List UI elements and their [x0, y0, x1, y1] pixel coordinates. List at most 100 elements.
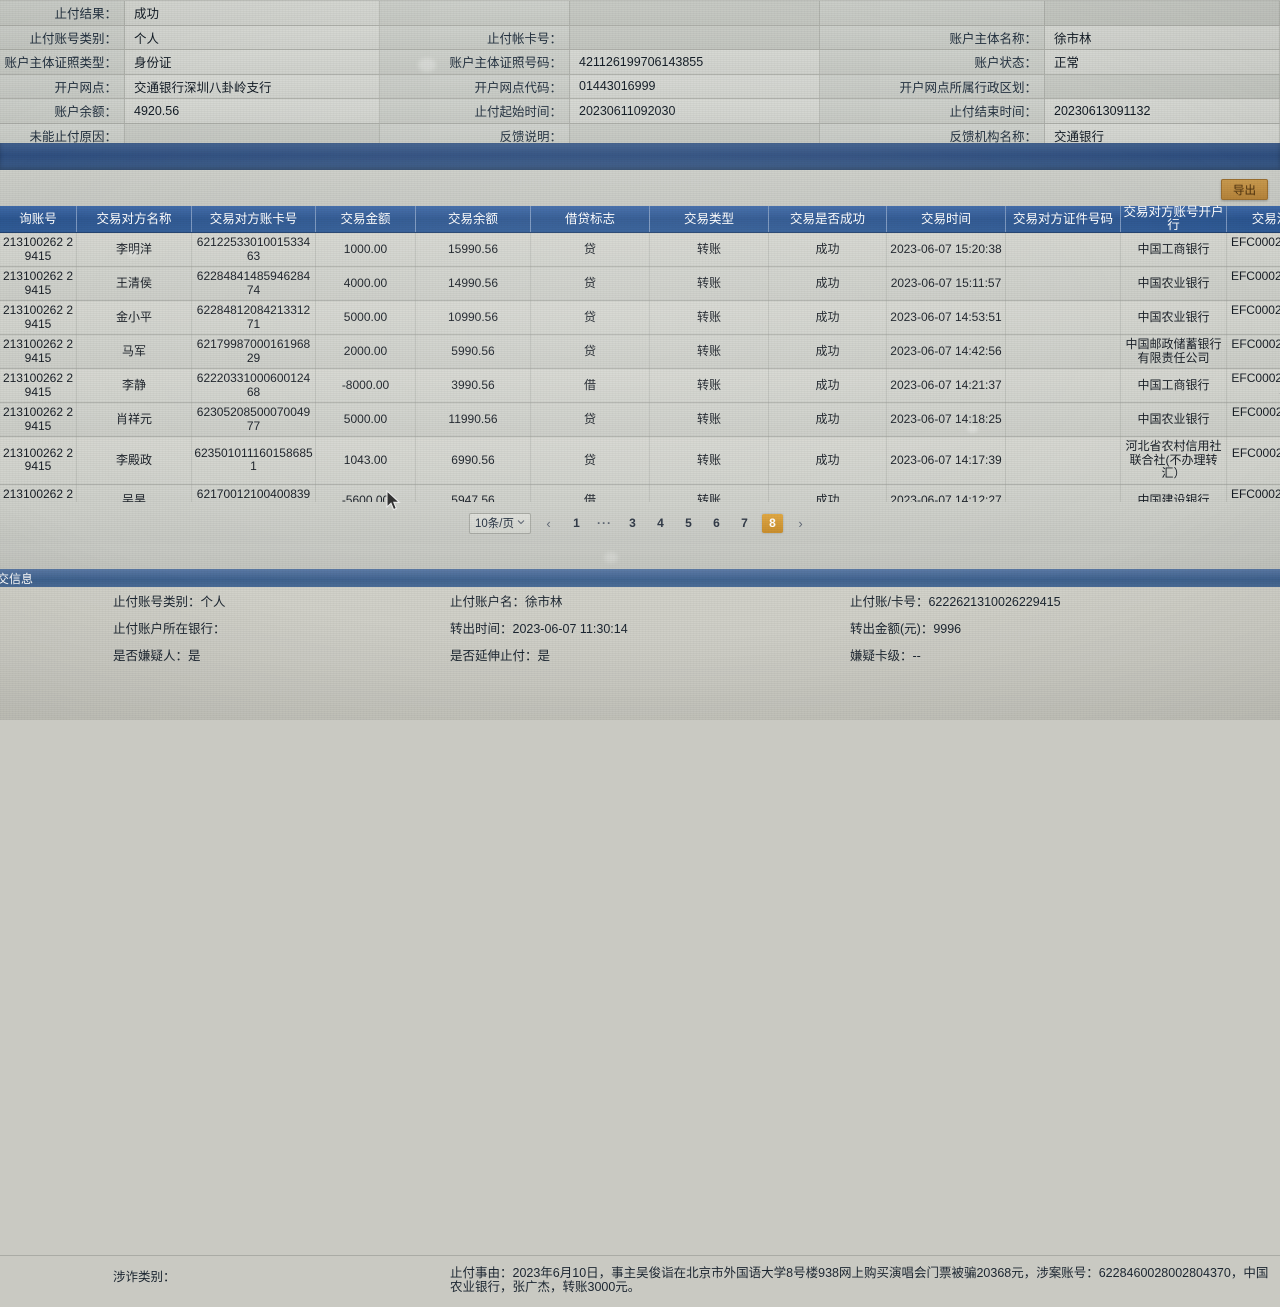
cell-serial: EFC0002811183668	[1227, 403, 1280, 437]
table-row[interactable]: 213100262 29415 马军 6217998700016196829 2…	[0, 335, 1280, 369]
cell-balance: 14990.56	[416, 267, 531, 301]
cell-bank: 中国农业银行	[1121, 301, 1227, 335]
cell-card: 6228484148594628474	[192, 267, 316, 301]
page-button-6[interactable]: 6	[706, 514, 727, 533]
cell-flag: 贷	[531, 335, 650, 369]
cell-time: 2023-06-07 14:53:51	[887, 301, 1006, 335]
page-button-5[interactable]: 5	[678, 514, 699, 533]
cell-idno	[1006, 233, 1121, 267]
cell-account: 213100262 29415	[0, 437, 77, 485]
column-header-counterparty[interactable]: 交易对方名称	[77, 206, 192, 233]
cell-amount: 4000.00	[316, 267, 416, 301]
page-next-button[interactable]: ›	[790, 514, 811, 533]
mouse-cursor	[386, 490, 402, 517]
form-spacer	[820, 26, 880, 50]
field-value: 身份证	[125, 50, 380, 74]
cell-success: 成功	[769, 233, 887, 267]
cell-success: 成功	[769, 403, 887, 437]
table-row[interactable]: 213100262 29415 金小平 6228481208421331271 …	[0, 301, 1280, 335]
cell-idno	[1006, 369, 1121, 403]
application-screen: 止付结果： 成功 止付账号类别： 个人 止付帐卡号： 账户主体名称： 徐市林 账…	[0, 0, 1280, 720]
cell-time: 2023-06-07 15:20:38	[887, 233, 1006, 267]
column-header-counterparty-id[interactable]: 交易对方证件号码	[1006, 206, 1121, 233]
cell-flag: 贷	[531, 233, 650, 267]
case-info-panel: 止付账号类别：个人 止付账户名：徐市林 止付账/卡号：6222621310026…	[0, 587, 1280, 720]
case-info-section-title: 交信息	[0, 570, 33, 587]
field-label: 账户余额：	[0, 99, 125, 123]
cell-card: 6217998700016196829	[192, 335, 316, 369]
table-row[interactable]: 213100262 29415 李殿政 6235010111601586851 …	[0, 437, 1280, 485]
table-row[interactable]: 213100262 29415 李静 6222033100060012468 -…	[0, 369, 1280, 403]
page-ellipsis[interactable]: ···	[594, 514, 615, 533]
detail-narrative-row: 涉诈类别： 止付事由：2023年6月10日，事主吴俊诣在北京市外国语大学8号楼9…	[0, 1256, 1280, 1300]
cell-flag: 借	[531, 369, 650, 403]
cell-bank: 中国农业银行	[1121, 267, 1227, 301]
field-value: 20230611092030	[570, 99, 820, 123]
cell-account: 213100262 29415	[0, 267, 77, 301]
form-spacer	[820, 1, 880, 25]
detail-stop-card-number: 止付账/卡号：6222621310026229415	[840, 591, 1280, 610]
column-header-success[interactable]: 交易是否成功	[769, 206, 887, 233]
cell-counterparty: 李明洋	[77, 233, 192, 267]
cell-type: 转账	[650, 267, 769, 301]
cell-balance: 6990.56	[416, 437, 531, 485]
export-button[interactable]: 导出	[1221, 179, 1268, 200]
cell-idno	[1006, 437, 1121, 485]
page-size-select[interactable]: 10条/页	[469, 513, 531, 534]
column-header-counterparty-bank[interactable]: 交易对方账号开户行	[1121, 206, 1227, 233]
cell-success: 成功	[769, 335, 887, 369]
cell-card: 6235010111601586851	[192, 437, 316, 485]
detail-stop-account-type: 止付账号类别：个人	[0, 591, 440, 610]
column-header-counterparty-card[interactable]: 交易对方账卡号	[192, 206, 316, 233]
detail-row: 是否嫌疑人：是 是否延伸止付：是 嫌疑卡级：--	[0, 641, 1280, 668]
cell-success: 成功	[769, 437, 887, 485]
field-label: 账户主体名称：	[880, 26, 1045, 50]
field-label: 账户主体证照号码：	[430, 50, 570, 74]
cell-bank: 中国工商银行	[1121, 233, 1227, 267]
page-prev-button[interactable]: ‹	[538, 514, 559, 533]
field-value: 徐市林	[1045, 26, 1280, 50]
cell-serial: EFC0002812096493	[1227, 301, 1280, 335]
column-header-amount[interactable]: 交易金额	[316, 206, 416, 233]
cell-serial: EFC0002812439267	[1227, 267, 1280, 301]
column-header-debit-credit[interactable]: 借贷标志	[531, 206, 650, 233]
column-header-time[interactable]: 交易时间	[887, 206, 1006, 233]
cell-serial: EFC0002811960740	[1227, 335, 1280, 369]
field-value: 01443016999	[570, 75, 820, 99]
cell-account: 213100262 29415	[0, 301, 77, 335]
page-button-7[interactable]: 7	[734, 514, 755, 533]
cell-time: 2023-06-07 14:42:56	[887, 335, 1006, 369]
cell-balance: 5990.56	[416, 335, 531, 369]
form-row: 账户主体证照类型： 身份证 账户主体证照号码： 4211261997061438…	[0, 50, 1280, 75]
cell-account: 213100262 29415	[0, 403, 77, 437]
field-value: 交通银行深圳八卦岭支行	[125, 75, 380, 99]
cell-counterparty: 李殿政	[77, 437, 192, 485]
page-size-label: 10条/页	[475, 515, 514, 531]
field-label: 开户网点代码：	[430, 75, 570, 99]
column-header-account[interactable]: 询账号	[0, 206, 77, 233]
cell-type: 转账	[650, 369, 769, 403]
column-header-transaction-type[interactable]: 交易类型	[650, 206, 769, 233]
column-header-serial[interactable]: 交易流水号	[1227, 206, 1280, 233]
table-header-row: 询账号 交易对方名称 交易对方账卡号 交易金额 交易余额 借贷标志 交易类型 交…	[0, 206, 1280, 233]
column-header-balance[interactable]: 交易余额	[416, 206, 531, 233]
form-spacer	[380, 1, 430, 25]
field-value	[1045, 75, 1280, 99]
cell-account: 213100262 29415	[0, 369, 77, 403]
field-value: 4920.56	[125, 99, 380, 123]
page-button-4[interactable]: 4	[650, 514, 671, 533]
table-row[interactable]: 213100262 29415 王清侯 6228484148594628474 …	[0, 267, 1280, 301]
cell-type: 转账	[650, 233, 769, 267]
page-button-1[interactable]: 1	[566, 514, 587, 533]
table-row[interactable]: 213100262 29415 肖祥元 6230520850007004977 …	[0, 403, 1280, 437]
field-label: 开户网点所属行政区划：	[880, 75, 1045, 99]
detail-row: 止付账户所在银行： 转出时间：2023-06-07 11:30:14 转出金额(…	[0, 614, 1280, 641]
cell-amount: 1043.00	[316, 437, 416, 485]
field-label: 止付结果：	[0, 1, 125, 25]
page-button-3[interactable]: 3	[622, 514, 643, 533]
cell-card: 6228481208421331271	[192, 301, 316, 335]
form-spacer	[380, 99, 430, 123]
cell-amount: -8000.00	[316, 369, 416, 403]
page-button-8-active[interactable]: 8	[762, 514, 783, 533]
table-row[interactable]: 213100262 29415 李明洋 6212253301001533463 …	[0, 233, 1280, 267]
